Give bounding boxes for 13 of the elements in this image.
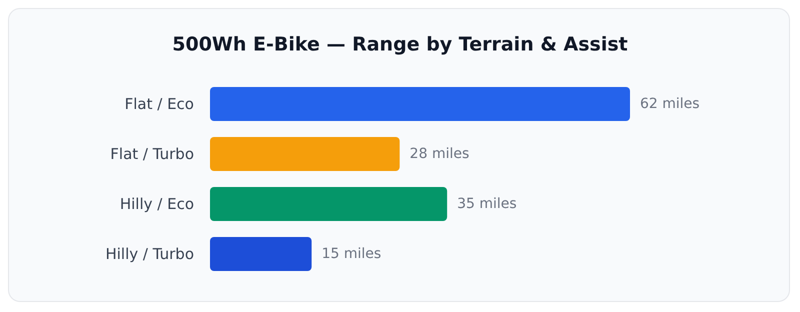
data-label: 15 miles xyxy=(322,246,382,262)
chart-title: 500Wh E-Bike — Range by Terrain & Assist xyxy=(172,34,628,56)
bar xyxy=(210,137,400,171)
y-tick-label: Flat / Eco xyxy=(124,95,194,113)
data-label: 62 miles xyxy=(640,96,700,112)
y-tick-label: Flat / Turbo xyxy=(110,145,194,163)
data-label: 35 miles xyxy=(457,196,517,212)
y-tick-label: Hilly / Turbo xyxy=(105,245,194,263)
bar xyxy=(210,237,312,271)
y-tick-label: Hilly / Eco xyxy=(120,195,194,213)
bar xyxy=(210,87,630,121)
bar xyxy=(210,187,448,221)
data-label: 28 miles xyxy=(410,146,470,162)
